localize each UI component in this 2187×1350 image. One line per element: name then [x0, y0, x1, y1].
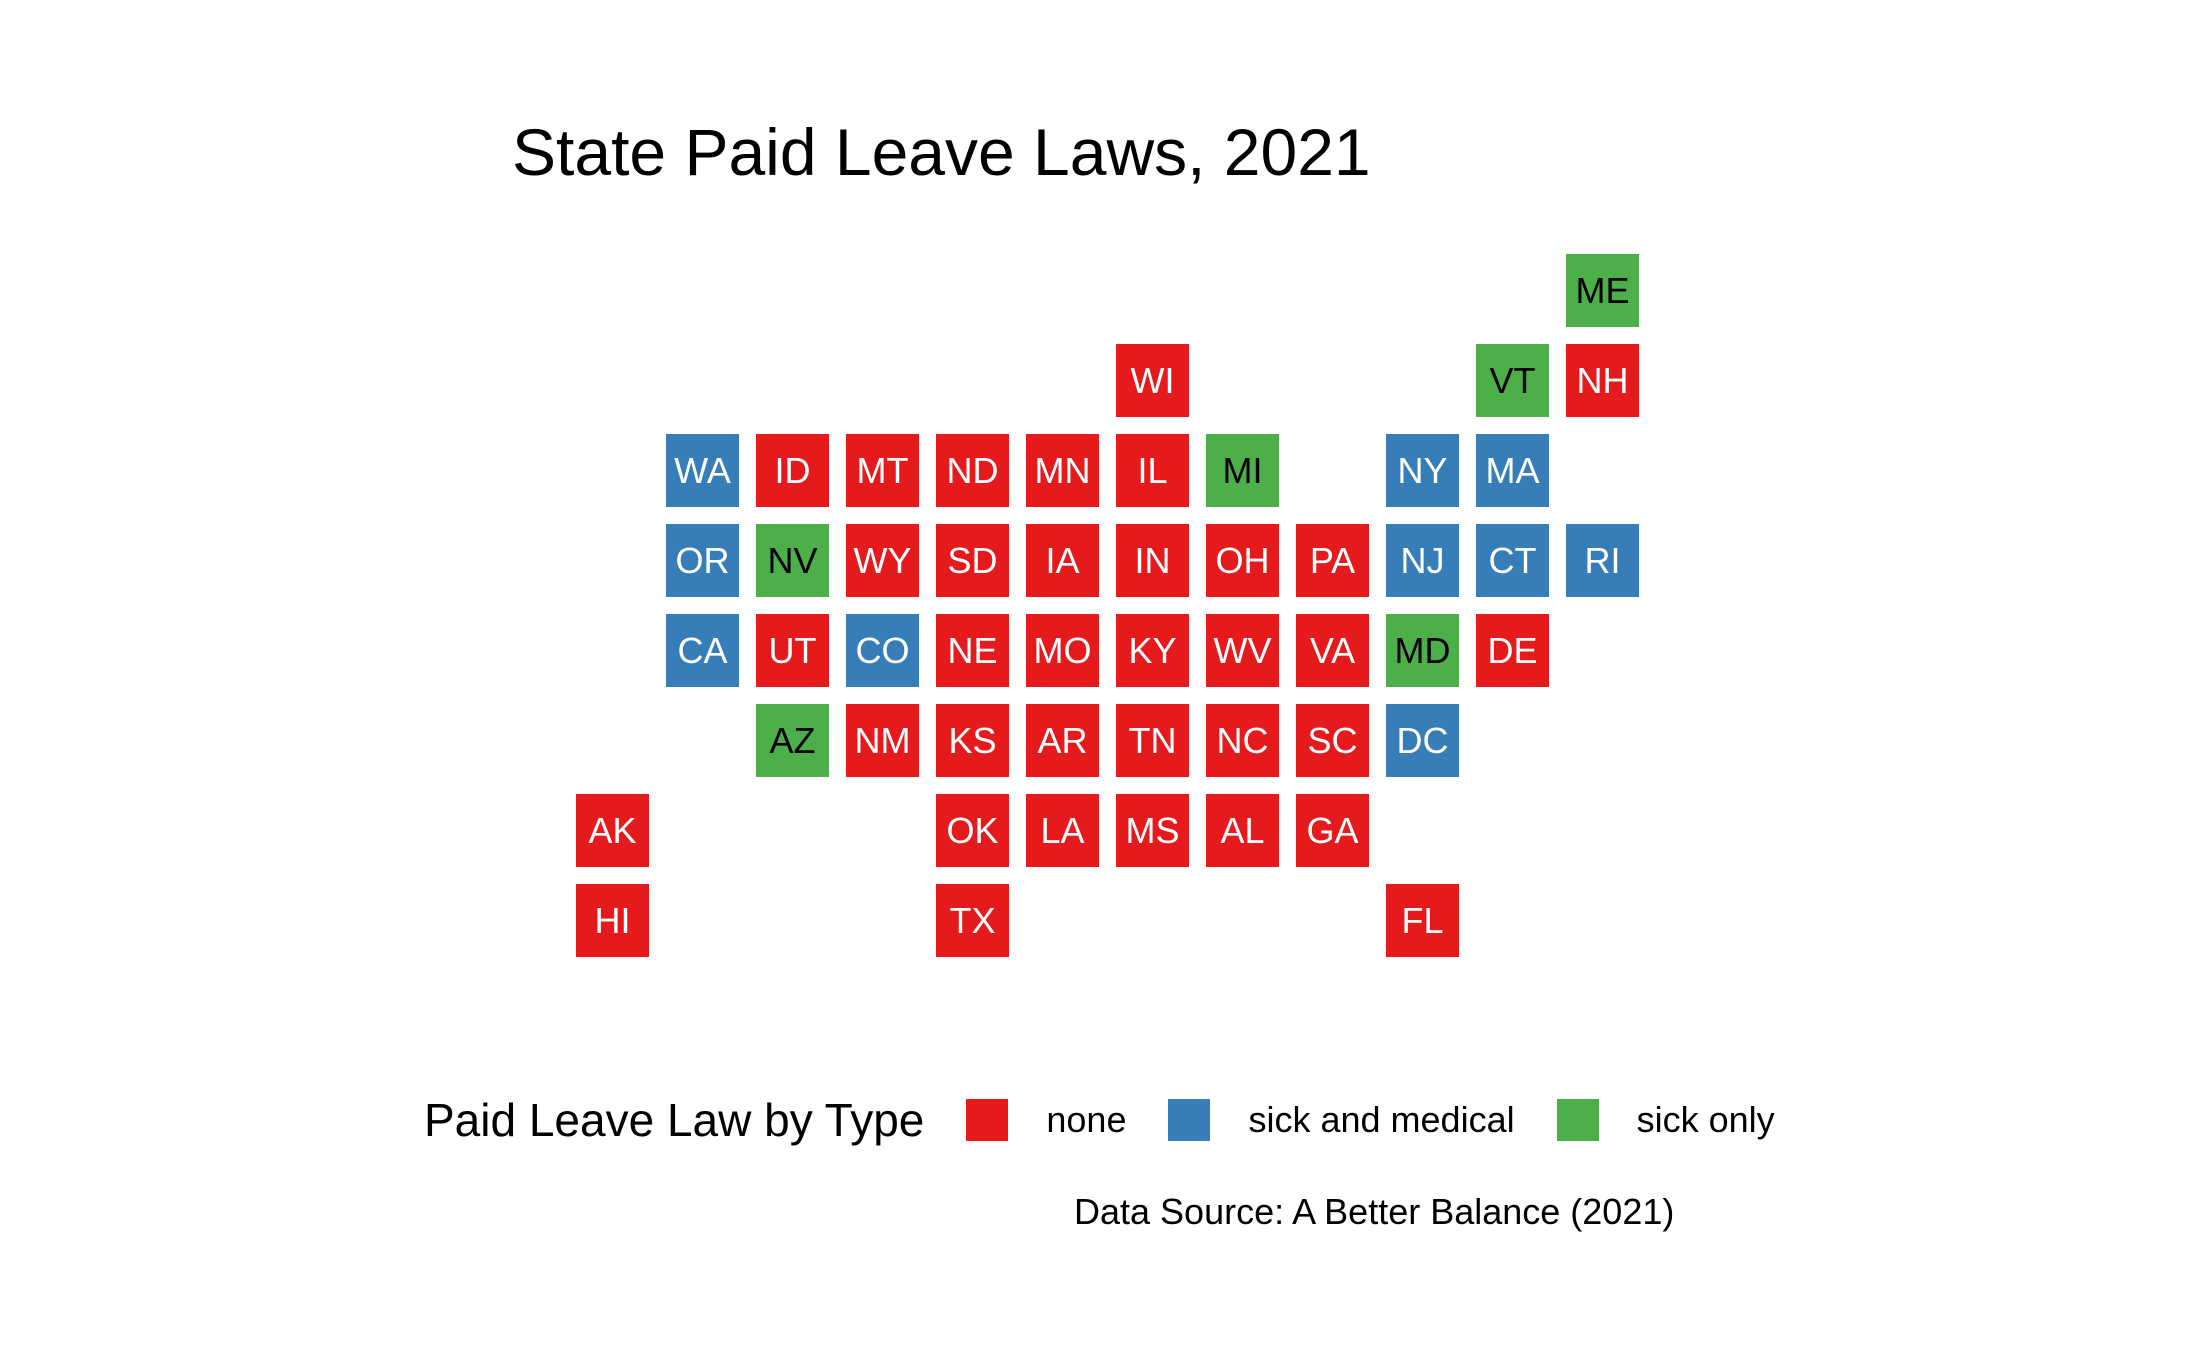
state-tile-ne: NE — [936, 614, 1009, 687]
state-tile-mi: MI — [1206, 434, 1279, 507]
state-tile-wy: WY — [846, 524, 919, 597]
state-tile-in: IN — [1116, 524, 1189, 597]
legend-key-none — [966, 1099, 1009, 1141]
state-tile-fl: FL — [1386, 884, 1459, 957]
state-tile-ct: CT — [1476, 524, 1549, 597]
legend-label-sick-and-medical: sick and medical — [1248, 1099, 1515, 1140]
state-tile-ms: MS — [1116, 794, 1189, 867]
state-tile-al: AL — [1206, 794, 1279, 867]
state-tile-ia: IA — [1026, 524, 1099, 597]
state-tile-hi: HI — [576, 884, 649, 957]
state-tile-nh: NH — [1566, 344, 1639, 417]
state-tile-nd: ND — [936, 434, 1009, 507]
state-tile-ri: RI — [1566, 524, 1639, 597]
state-tile-ma: MA — [1476, 434, 1549, 507]
state-tile-mo: MO — [1026, 614, 1099, 687]
state-tile-de: DE — [1476, 614, 1549, 687]
state-tile-sc: SC — [1296, 704, 1369, 777]
state-tile-ok: OK — [936, 794, 1009, 867]
state-tile-tx: TX — [936, 884, 1009, 957]
state-tile-ak: AK — [576, 794, 649, 867]
state-tile-la: LA — [1026, 794, 1099, 867]
state-tile-co: CO — [846, 614, 919, 687]
state-tile-az: AZ — [756, 704, 829, 777]
state-tile-wa: WA — [666, 434, 739, 507]
state-tile-md: MD — [1386, 614, 1459, 687]
legend-label-sick-only: sick only — [1636, 1099, 1775, 1140]
state-tile-va: VA — [1296, 614, 1369, 687]
state-tile-wi: WI — [1116, 344, 1189, 417]
legend-item-sick-and-medical: sick and medical — [1168, 1099, 1556, 1141]
state-tile-nj: NJ — [1386, 524, 1459, 597]
state-tile-sd: SD — [936, 524, 1009, 597]
state-tile-nc: NC — [1206, 704, 1279, 777]
state-tile-mn: MN — [1026, 434, 1099, 507]
state-tile-ks: KS — [936, 704, 1009, 777]
legend-key-sick-and-medical — [1168, 1099, 1211, 1141]
state-tile-ar: AR — [1026, 704, 1099, 777]
state-tile-nm: NM — [846, 704, 919, 777]
state-tile-dc: DC — [1386, 704, 1459, 777]
legend-title: Paid Leave Law by Type — [424, 1094, 925, 1146]
data-source-caption: Data Source: A Better Balance (2021) — [1074, 1191, 1675, 1232]
legend: Paid Leave Law by Type none sick and med… — [424, 1090, 1817, 1150]
state-tile-ut: UT — [756, 614, 829, 687]
state-tile-pa: PA — [1296, 524, 1369, 597]
state-tile-ga: GA — [1296, 794, 1369, 867]
legend-item-sick-only: sick only — [1556, 1099, 1817, 1141]
state-tile-ca: CA — [666, 614, 739, 687]
state-tile-id: ID — [756, 434, 829, 507]
state-tile-me: ME — [1566, 254, 1639, 327]
state-tile-ky: KY — [1116, 614, 1189, 687]
state-tile-il: IL — [1116, 434, 1189, 507]
state-tile-oh: OH — [1206, 524, 1279, 597]
legend-key-sick-only — [1556, 1099, 1599, 1141]
state-tile-mt: MT — [846, 434, 919, 507]
state-tile-vt: VT — [1476, 344, 1549, 417]
state-tile-tn: TN — [1116, 704, 1189, 777]
state-tile-or: OR — [666, 524, 739, 597]
state-tile-nv: NV — [756, 524, 829, 597]
legend-item-none: none — [966, 1099, 1168, 1141]
map-title: State Paid Leave Laws, 2021 — [512, 115, 1371, 189]
legend-label-none: none — [1046, 1099, 1127, 1140]
state-tile-wv: WV — [1206, 614, 1279, 687]
state-tile-ny: NY — [1386, 434, 1459, 507]
